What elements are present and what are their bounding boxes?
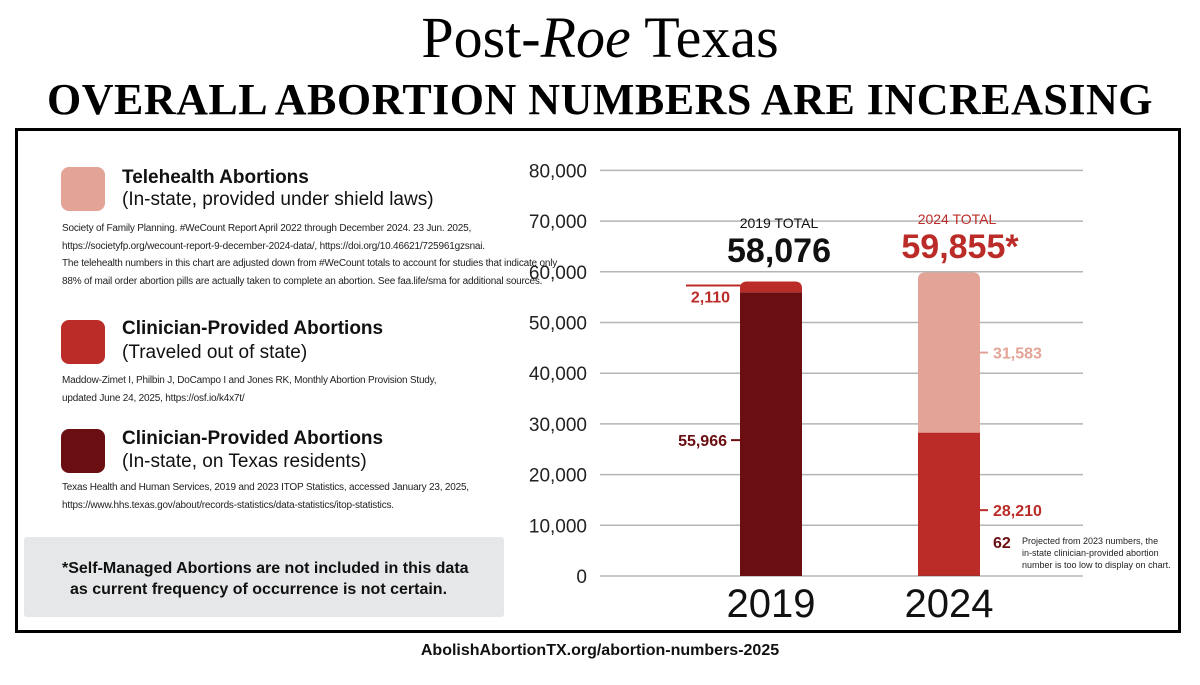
total-value-2019: 58,076	[727, 232, 831, 270]
y-tick-label: 50,000	[529, 314, 587, 335]
y-tick-label: 70,000	[529, 212, 587, 233]
projection-note-line: Projected from 2023 numbers, the	[1022, 536, 1158, 546]
page-title: Post-Roe Texas	[421, 5, 779, 70]
legend-source-traveled: Maddow-Zimet I, Philbin J, DoCampo I and…	[62, 375, 437, 404]
y-tick-label: 0	[576, 567, 587, 588]
legend-subtitle-traveled: (Traveled out of state)	[122, 342, 308, 363]
data-label-2024-traveled: 28,210	[993, 503, 1042, 520]
note-box	[24, 537, 504, 617]
y-tick-label: 10,000	[529, 516, 587, 537]
x-tick-label: 2024	[905, 582, 994, 626]
total-label-2019: 2019 TOTAL	[740, 215, 819, 231]
data-label-2019-instate: 55,966	[678, 433, 727, 450]
legend-title-telehealth: Telehealth Abortions	[122, 167, 309, 188]
legend-subtitle-telehealth: (In-state, provided under shield laws)	[122, 189, 434, 210]
x-tick-label: 2019	[727, 582, 816, 626]
page-subtitle: OVERALL ABORTION NUMBERS ARE INCREASING	[47, 75, 1153, 124]
legend-swatch-traveled	[61, 320, 105, 364]
legend-source-telehealth: Society of Family Planning. #WeCount Rep…	[62, 223, 558, 287]
total-value-2024: 59,855*	[901, 228, 1019, 266]
legend-title-traveled: Clinician-Provided Abortions	[122, 318, 384, 339]
legend-title-instate: Clinician-Provided Abortions	[122, 428, 384, 449]
legend-subtitle-instate: (In-state, on Texas residents)	[122, 451, 367, 472]
y-tick-label: 80,000	[529, 161, 587, 182]
projection-note-line: in-state clinician-provided abortion	[1022, 548, 1159, 558]
y-tick-label: 60,000	[529, 263, 587, 284]
y-tick-label: 30,000	[529, 415, 587, 436]
bar-2024-telehealth	[918, 272, 980, 433]
legend-swatch-instate	[61, 429, 105, 473]
data-label-2024-instate: 62	[993, 535, 1011, 552]
data-label-2024-telehealth: 31,583	[993, 346, 1042, 363]
data-label-2019-traveled: 2,110	[691, 290, 730, 307]
y-tick-label: 20,000	[529, 466, 587, 487]
bar-2019-instate	[740, 292, 802, 576]
chart-frame	[15, 128, 1181, 633]
total-label-2024: 2024 TOTAL	[918, 211, 997, 227]
projection-note-line: number is too low to display on chart.	[1022, 560, 1171, 570]
bar-2019-traveled	[740, 281, 802, 293]
legend-source-instate: Texas Health and Human Services, 2019 an…	[62, 482, 469, 511]
bar-2024-traveled	[918, 432, 980, 576]
note-text: *Self-Managed Abortions are not included…	[62, 560, 469, 598]
y-tick-label: 40,000	[529, 364, 587, 385]
footer-url: AbolishAbortionTX.org/abortion-numbers-2…	[420, 642, 780, 659]
legend-swatch-telehealth	[61, 167, 105, 211]
